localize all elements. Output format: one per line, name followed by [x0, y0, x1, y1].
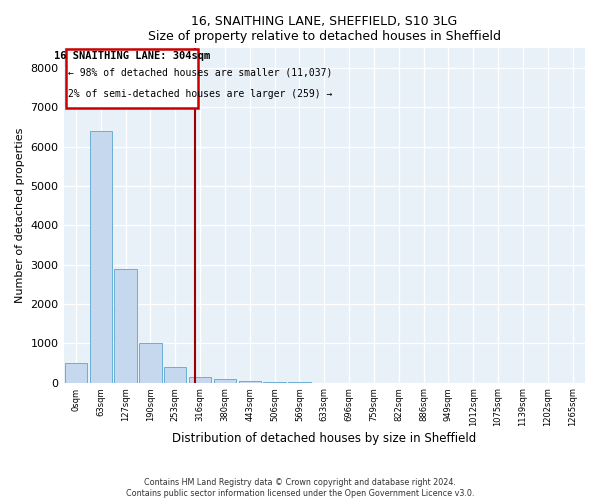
- Title: 16, SNAITHING LANE, SHEFFIELD, S10 3LG
Size of property relative to detached hou: 16, SNAITHING LANE, SHEFFIELD, S10 3LG S…: [148, 15, 501, 43]
- Bar: [115, 268, 137, 382]
- Bar: [214, 378, 236, 382]
- Bar: [189, 376, 211, 382]
- FancyBboxPatch shape: [65, 49, 199, 108]
- Bar: [239, 380, 261, 382]
- Text: 16 SNAITHING LANE: 304sqm: 16 SNAITHING LANE: 304sqm: [54, 51, 210, 61]
- Bar: [65, 363, 87, 382]
- Text: 2% of semi-detached houses are larger (259) →: 2% of semi-detached houses are larger (2…: [68, 88, 332, 99]
- Bar: [89, 131, 112, 382]
- Y-axis label: Number of detached properties: Number of detached properties: [15, 128, 25, 303]
- Bar: [139, 344, 161, 382]
- Text: ← 98% of detached houses are smaller (11,037): ← 98% of detached houses are smaller (11…: [68, 68, 332, 78]
- Bar: [164, 367, 187, 382]
- Text: Contains HM Land Registry data © Crown copyright and database right 2024.
Contai: Contains HM Land Registry data © Crown c…: [126, 478, 474, 498]
- X-axis label: Distribution of detached houses by size in Sheffield: Distribution of detached houses by size …: [172, 432, 476, 445]
